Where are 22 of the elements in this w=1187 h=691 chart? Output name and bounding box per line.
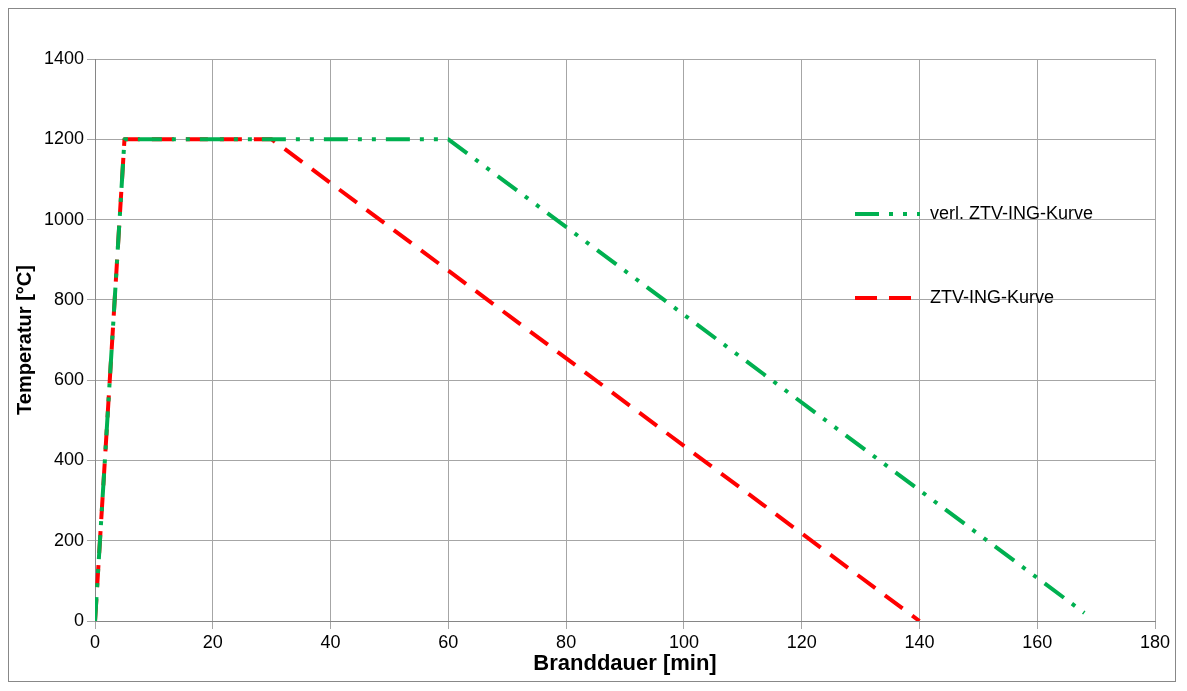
x-tick-label: 120: [786, 631, 817, 652]
legend-label: verl. ZTV-ING-Kurve: [930, 202, 1094, 223]
x-tick-label: 160: [1022, 631, 1053, 652]
y-tick-label: 1200: [44, 128, 85, 149]
x-axis-title: Branddauer [min]: [533, 649, 717, 675]
y-tick-label: 1000: [44, 208, 85, 229]
x-tick-label: 60: [438, 631, 459, 652]
x-tick-label: 80: [556, 631, 577, 652]
y-axis-title: Temperatur [°C]: [12, 265, 35, 415]
y-tick-label: 400: [54, 449, 85, 470]
y-tick-label: 800: [54, 288, 85, 309]
x-tick-label: 20: [202, 631, 223, 652]
x-tick-label: 40: [320, 631, 341, 652]
legend-label: ZTV-ING-Kurve: [930, 286, 1055, 307]
x-tick-label: 180: [1139, 631, 1171, 652]
y-tick-label: 0: [74, 609, 85, 630]
y-tick-label: 1400: [44, 47, 85, 68]
x-tick-label: 0: [90, 631, 101, 652]
x-tick-label: 100: [668, 631, 699, 652]
y-tick-label: 600: [54, 369, 85, 390]
y-tick-label: 200: [54, 529, 85, 550]
x-tick-label: 140: [904, 631, 935, 652]
